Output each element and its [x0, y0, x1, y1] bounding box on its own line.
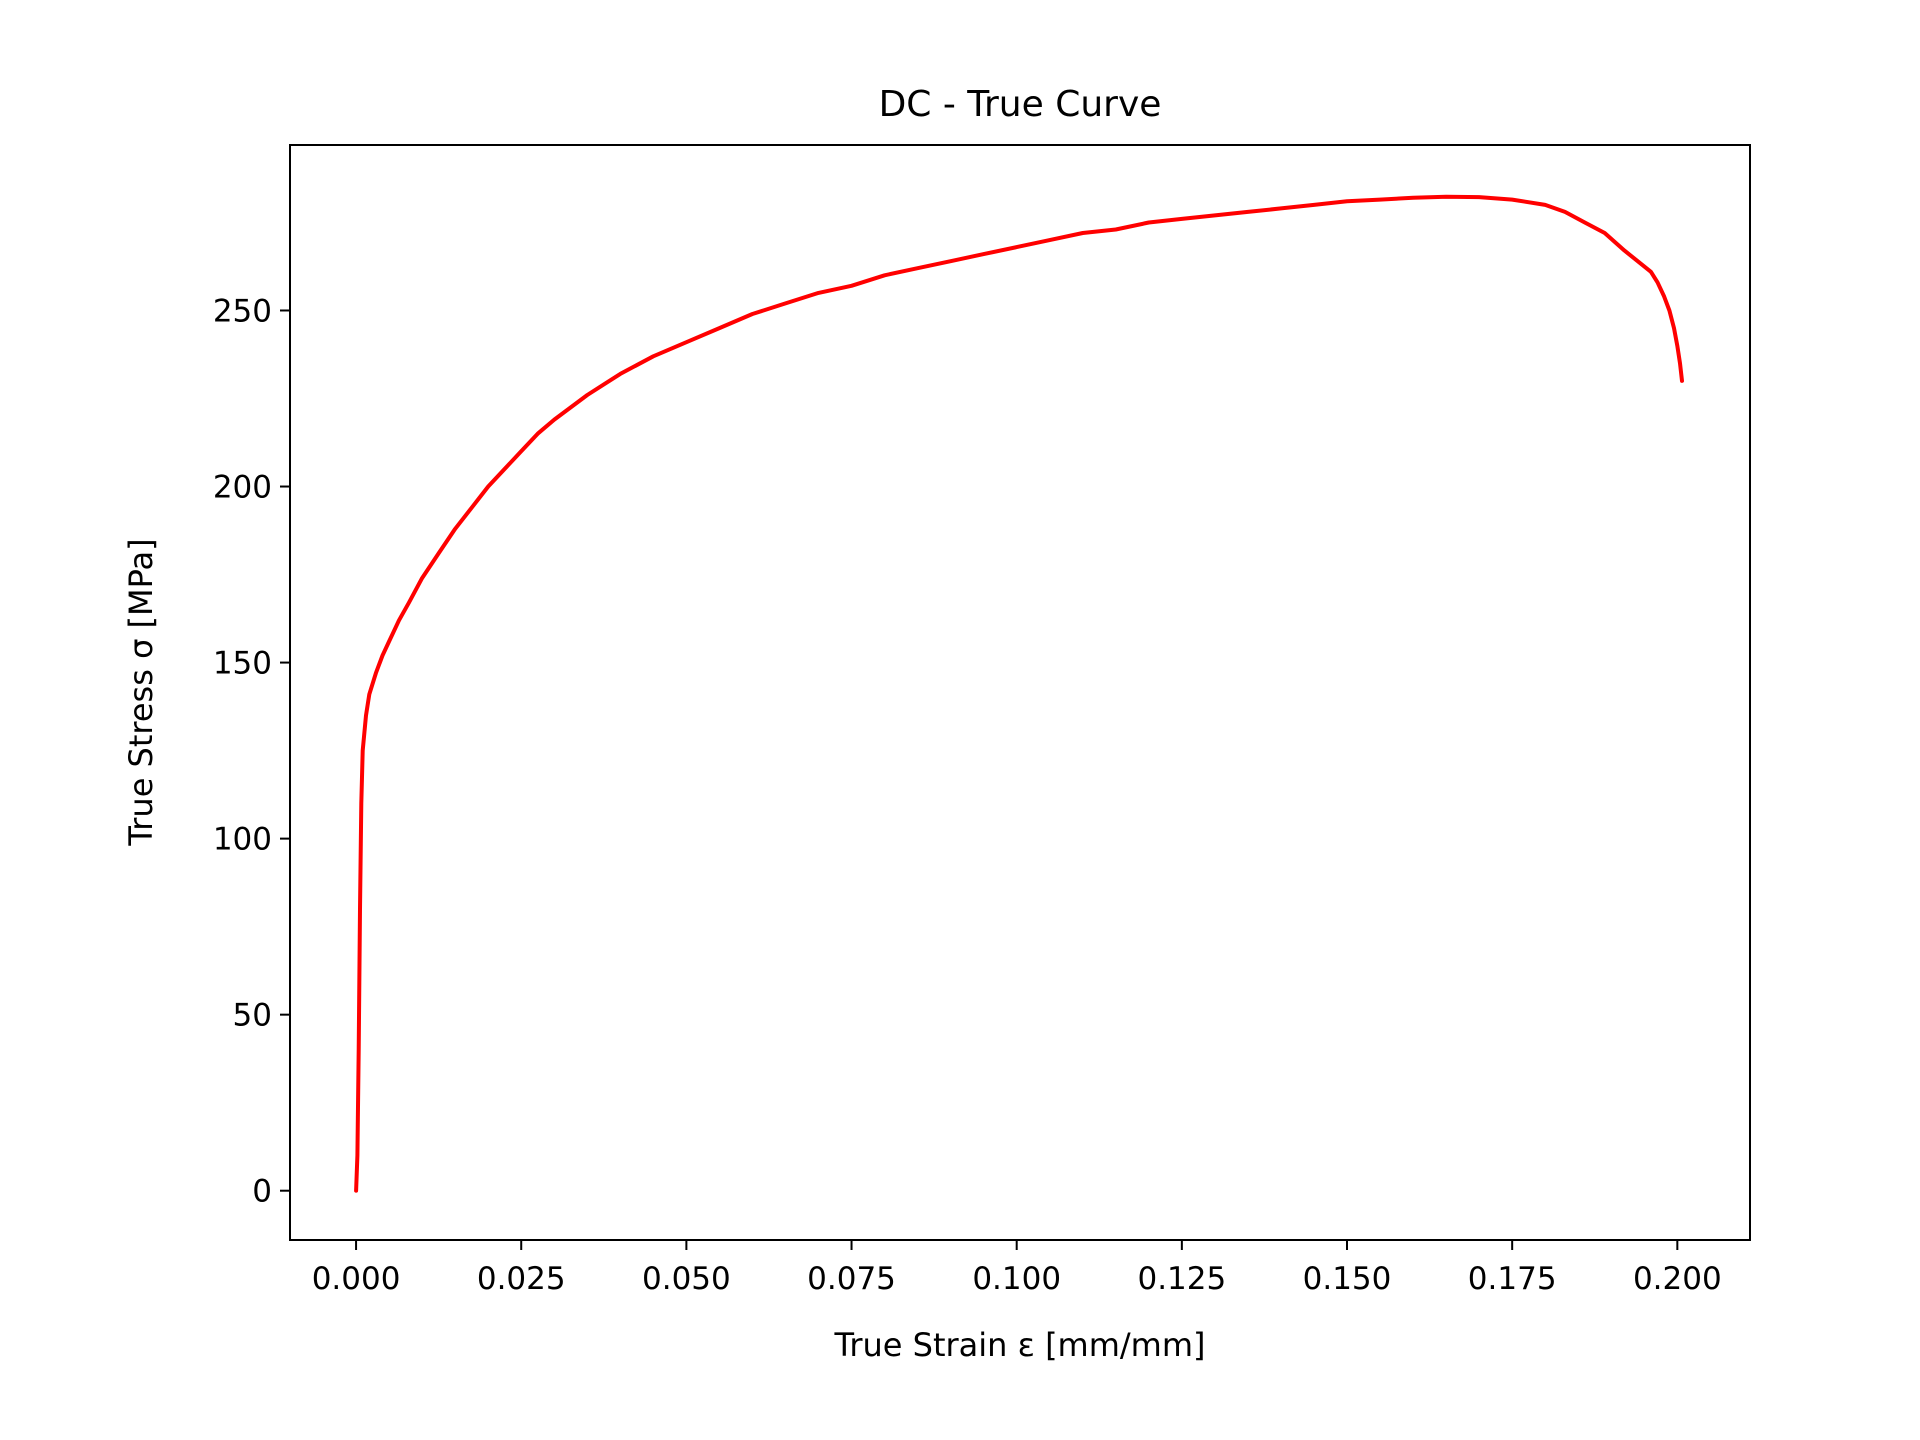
- y-axis-label: True Stress σ [MPa]: [122, 538, 160, 846]
- x-axis-label: True Strain ε [mm/mm]: [833, 1326, 1205, 1364]
- y-tick-label: 250: [213, 293, 272, 329]
- x-axis-ticks: 0.000 0.025 0.050 0.075 0.100 0.125 0.150 0.175…: [312, 1240, 1722, 1297]
- x-tick-label: 0.000: [312, 1261, 401, 1297]
- y-tick-label: 50: [233, 998, 272, 1034]
- chart-title: DC - True Curve: [879, 84, 1162, 125]
- y-axis-ticks: 0 50 100 150 200 250: [213, 293, 290, 1210]
- x-tick-label: 0.175: [1468, 1261, 1557, 1297]
- plot-area: [290, 145, 1750, 1240]
- plot-frame: [289, 144, 1751, 1241]
- x-tick-label: 0.150: [1303, 1261, 1392, 1297]
- y-tick-label: 150: [213, 646, 272, 682]
- y-tick-label: 100: [213, 822, 272, 858]
- y-tick-label: 200: [213, 470, 272, 506]
- x-tick-label: 0.025: [477, 1261, 566, 1297]
- x-tick-label: 0.100: [972, 1261, 1061, 1297]
- x-tick-label: 0.200: [1633, 1261, 1722, 1297]
- series-line: [354, 194, 1684, 1193]
- x-tick-label: 0.050: [642, 1261, 731, 1297]
- x-tick-label: 0.125: [1137, 1261, 1226, 1297]
- x-tick-label: 0.075: [807, 1261, 896, 1297]
- y-tick-label: 0: [252, 1174, 272, 1210]
